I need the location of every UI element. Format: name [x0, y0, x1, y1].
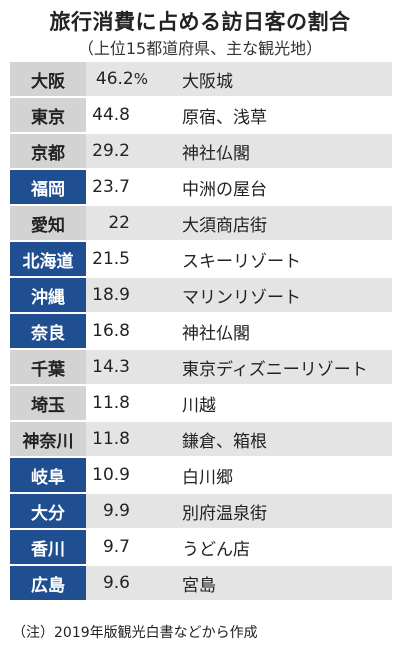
table-row: 香川 9.7 うどん店	[10, 530, 392, 566]
value-number: 29.2	[86, 141, 148, 161]
prefecture-cell: 大阪	[10, 62, 86, 98]
ranking-table: 大阪 46.2% 大阪城 東京 44.8 原宿、浅草 京都 29.2 神社仏閣 福岡 23.7 中洲の…	[10, 62, 392, 602]
value-text: 22	[108, 213, 130, 233]
table-row: 東京 44.8 原宿、浅草	[10, 98, 392, 134]
table-row: 千葉 14.3 東京ディズニーリゾート	[10, 350, 392, 386]
value-text: 9.7	[102, 537, 130, 557]
table-row: 京都 29.2 神社仏閣	[10, 134, 392, 170]
table-row: 奈良 16.8 神社仏閣	[10, 314, 392, 350]
value-text: 9.9	[102, 501, 130, 521]
value-text: 16.8	[92, 321, 130, 341]
value-cell: 9.7	[86, 530, 168, 566]
value-cell: 23.7	[86, 170, 168, 206]
value-text: 11.8	[92, 429, 130, 449]
value-text: 14.3	[92, 357, 130, 377]
tourist-spot-cell: 大阪城	[168, 62, 392, 98]
value-cell: 9.9	[86, 494, 168, 530]
prefecture-cell: 福岡	[10, 170, 86, 206]
prefecture-cell: 香川	[10, 530, 86, 566]
prefecture-cell: 大分	[10, 494, 86, 530]
value-cell: 18.9	[86, 278, 168, 314]
table-row: 広島 9.6 宮島	[10, 566, 392, 602]
prefecture-cell: 京都	[10, 134, 86, 170]
tourist-spot-cell: 白川郷	[168, 458, 392, 494]
table-row: 沖縄 18.9 マリンリゾート	[10, 278, 392, 314]
value-cell: 10.9	[86, 458, 168, 494]
tourist-spot-cell: 原宿、浅草	[168, 98, 392, 134]
tourist-spot-cell: スキーリゾート	[168, 242, 392, 278]
table-row: 大分 9.9 別府温泉街	[10, 494, 392, 530]
value-text: 23.7	[92, 177, 130, 197]
value-unit: %	[133, 70, 148, 88]
tourist-spot-cell: 川越	[168, 386, 392, 422]
prefecture-cell: 北海道	[10, 242, 86, 278]
ranking-table-body: 大阪 46.2% 大阪城 東京 44.8 原宿、浅草 京都 29.2 神社仏閣 福岡 23.7 中洲の…	[10, 62, 392, 602]
value-text: 44.8	[92, 105, 130, 125]
value-number: 22	[86, 213, 148, 233]
value-cell: 21.5	[86, 242, 168, 278]
prefecture-cell: 東京	[10, 98, 86, 134]
table-row: 大阪 46.2% 大阪城	[10, 62, 392, 98]
tourist-spot-cell: マリンリゾート	[168, 278, 392, 314]
value-number: 11.8	[86, 393, 148, 413]
prefecture-cell: 岐阜	[10, 458, 86, 494]
value-text: 29.2	[92, 141, 130, 161]
prefecture-cell: 奈良	[10, 314, 86, 350]
value-number: 16.8	[86, 321, 148, 341]
tourist-spot-cell: 中洲の屋台	[168, 170, 392, 206]
table-row: 岐阜 10.9 白川郷	[10, 458, 392, 494]
prefecture-cell: 広島	[10, 566, 86, 602]
source-note: （注）2019年版観光白書などから作成	[12, 625, 258, 641]
tourist-spot-cell: 宮島	[168, 566, 392, 602]
value-number: 21.5	[86, 249, 148, 269]
prefecture-cell: 沖縄	[10, 278, 86, 314]
value-cell: 22	[86, 206, 168, 242]
value-text: 11.8	[92, 393, 130, 413]
prefecture-cell: 神奈川	[10, 422, 86, 458]
value-text: 10.9	[92, 465, 130, 485]
value-cell: 29.2	[86, 134, 168, 170]
value-number: 10.9	[86, 465, 148, 485]
tourist-spot-cell: 東京ディズニーリゾート	[168, 350, 392, 386]
value-number: 18.9	[86, 285, 148, 305]
value-cell: 9.6	[86, 566, 168, 602]
tourist-spot-cell: 鎌倉、箱根	[168, 422, 392, 458]
tourist-spot-cell: うどん店	[168, 530, 392, 566]
prefecture-cell: 愛知	[10, 206, 86, 242]
prefecture-cell: 埼玉	[10, 386, 86, 422]
table-row: 神奈川 11.8 鎌倉、箱根	[10, 422, 392, 458]
value-cell: 44.8	[86, 98, 168, 134]
value-text: 9.6	[102, 573, 130, 593]
value-text: 18.9	[92, 285, 130, 305]
value-number: 9.6	[86, 573, 148, 593]
table-row: 北海道 21.5 スキーリゾート	[10, 242, 392, 278]
tourist-spot-cell: 別府温泉街	[168, 494, 392, 530]
tourist-spot-cell: 大須商店街	[168, 206, 392, 242]
value-text: 21.5	[92, 249, 130, 269]
value-cell: 14.3	[86, 350, 168, 386]
table-row: 福岡 23.7 中洲の屋台	[10, 170, 392, 206]
value-cell: 46.2%	[86, 62, 168, 98]
value-number: 11.8	[86, 429, 148, 449]
chart-title: 旅行消費に占める訪日客の割合	[49, 10, 351, 34]
value-number: 14.3	[86, 357, 148, 377]
value-cell: 11.8	[86, 386, 168, 422]
value-cell: 11.8	[86, 422, 168, 458]
value-number: 23.7	[86, 177, 148, 197]
chart-subtitle: （上位15都道府県、主な観光地）	[77, 39, 323, 58]
table-row: 愛知 22 大須商店街	[10, 206, 392, 242]
table-row: 埼玉 11.8 川越	[10, 386, 392, 422]
tourist-spot-cell: 神社仏閣	[168, 134, 392, 170]
value-number: 9.9	[86, 501, 148, 521]
value-cell: 16.8	[86, 314, 168, 350]
value-text: 46.2	[95, 69, 134, 89]
tourist-spot-cell: 神社仏閣	[168, 314, 392, 350]
prefecture-cell: 千葉	[10, 350, 86, 386]
value-number: 9.7	[86, 537, 148, 557]
value-number: 46.2%	[86, 69, 148, 89]
value-number: 44.8	[86, 105, 148, 125]
